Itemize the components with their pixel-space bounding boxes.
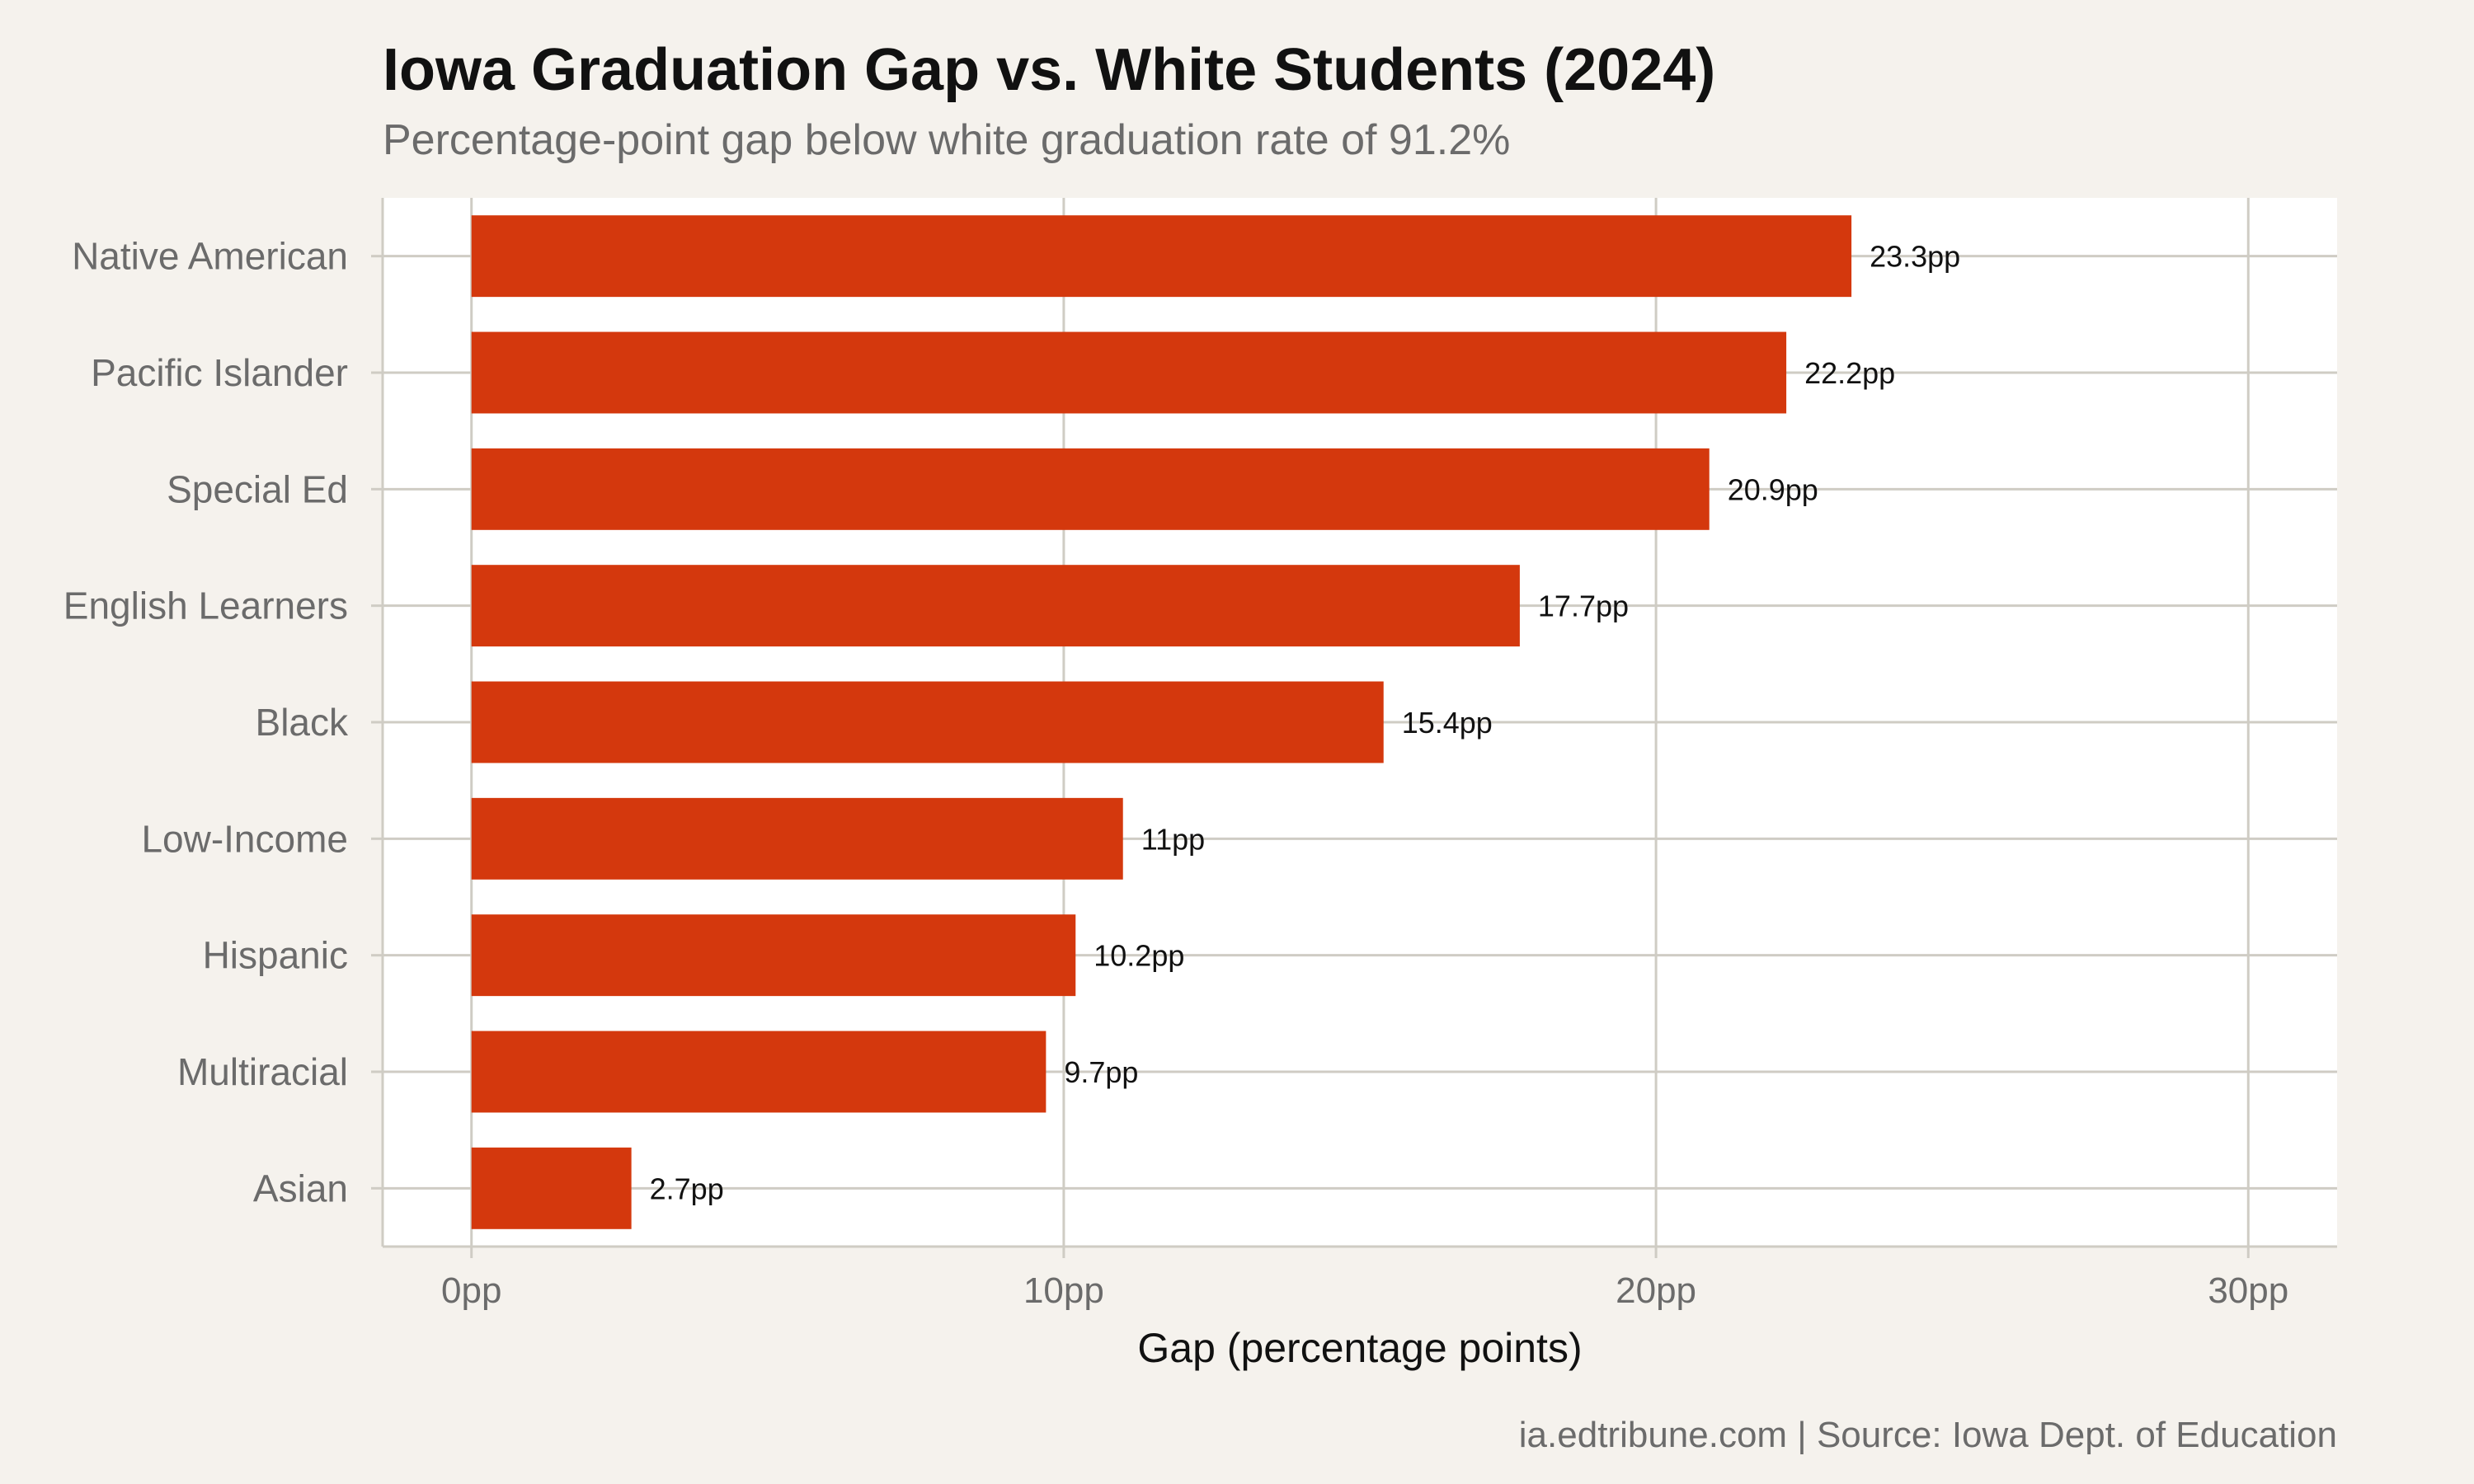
x-tick-label: 30pp — [2208, 1270, 2288, 1311]
bar-value-label: 20.9pp — [1728, 472, 1818, 506]
chart-caption: ia.edtribune.com | Source: Iowa Dept. of… — [1518, 1415, 2337, 1455]
x-tick-label: 10pp — [1023, 1270, 1104, 1311]
y-category-label: Asian — [253, 1167, 348, 1209]
y-category-label: Multiracial — [177, 1050, 348, 1093]
y-category-label: English Learners — [63, 585, 348, 627]
bar-value-label: 15.4pp — [1402, 706, 1493, 740]
y-category-label: Hispanic — [203, 934, 348, 977]
bar-value-label: 17.7pp — [1538, 589, 1629, 623]
bar — [471, 448, 1710, 530]
bar-value-label: 9.7pp — [1064, 1055, 1138, 1089]
label-layer: 0pp 10pp 20pp 30pp Native American 23.3pp Paci… — [63, 235, 2288, 1311]
chart-subtitle: Percentage-point gap below white graduat… — [383, 116, 1511, 164]
y-category-label: Black — [256, 701, 349, 744]
bar — [471, 797, 1123, 880]
bar-value-label: 10.2pp — [1094, 939, 1184, 973]
bar — [471, 565, 1520, 647]
bar-value-label: 23.3pp — [1870, 240, 1960, 274]
bar — [471, 1031, 1047, 1113]
y-category-label: Low-Income — [141, 817, 348, 860]
y-category-label: Special Ed — [167, 467, 348, 510]
x-axis-title: Gap (percentage points) — [1137, 1325, 1582, 1371]
bar — [471, 331, 1787, 414]
bar-value-label: 2.7pp — [650, 1172, 724, 1205]
bar — [471, 914, 1076, 997]
y-category-label: Pacific Islander — [91, 351, 348, 394]
x-tick-label: 20pp — [1616, 1270, 1696, 1311]
bar-layer — [471, 215, 1852, 1229]
bar — [471, 215, 1852, 298]
bar — [471, 681, 1384, 763]
y-category-label: Native American — [72, 235, 348, 278]
x-tick-label: 0pp — [441, 1270, 501, 1311]
bar — [471, 1147, 632, 1229]
bar-value-label: 22.2pp — [1804, 356, 1895, 390]
chart-title: Iowa Graduation Gap vs. White Students (… — [383, 37, 1716, 103]
bar-value-label: 11pp — [1141, 822, 1205, 856]
